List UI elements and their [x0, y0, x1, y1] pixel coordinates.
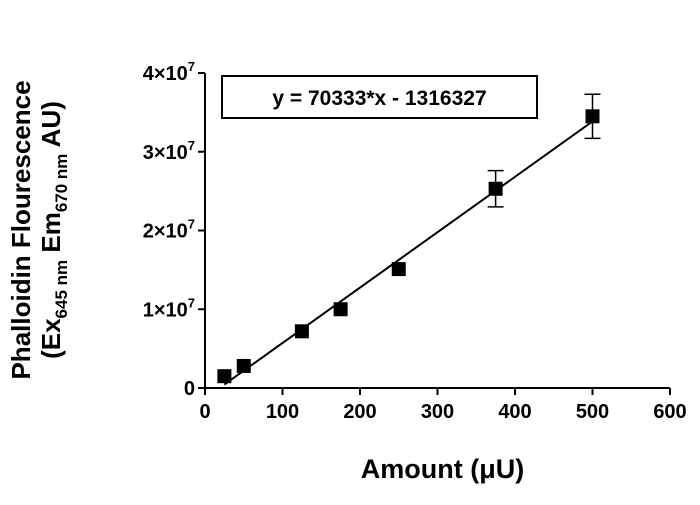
y-axis-label: Phalloidin Flourescence (Ex645 nm Em670 n…: [6, 80, 71, 379]
point: [585, 109, 600, 124]
point: [333, 302, 348, 317]
label-part: AU): [36, 101, 66, 153]
x-tick-label: 500: [576, 401, 609, 423]
y-axis-label-line1: Phalloidin Flourescence: [6, 80, 36, 379]
x-tick-label: 600: [653, 401, 686, 423]
y-tick-mantissa: 4×10: [143, 63, 188, 85]
y-tick-label: 3×107: [143, 138, 195, 164]
point: [236, 358, 251, 373]
y-tick-label: 1×107: [143, 295, 195, 321]
x-tick-label: 200: [343, 401, 376, 423]
x-tick-label: 400: [498, 401, 531, 423]
y-tick-label: 0: [184, 378, 195, 400]
y-tick-label: 4×107: [143, 59, 195, 85]
point: [217, 369, 232, 384]
y-tick-exponent: 7: [188, 295, 195, 310]
label-part: Em: [36, 212, 66, 260]
x-tick-label: 100: [266, 401, 299, 423]
y-tick-exponent: 7: [188, 59, 195, 74]
subscript: 670 nm: [52, 154, 71, 213]
trendline: [223, 120, 594, 386]
y-tick-label: 2×107: [143, 217, 195, 243]
annotation-box: [221, 75, 538, 119]
subscript: 645 nm: [52, 260, 71, 319]
x-axis-label: Amount (μU): [361, 454, 524, 484]
y-tick-mantissa: 1×10: [143, 299, 188, 321]
y-axis-label-line2: (Ex645 nm Em670 nm AU): [36, 101, 71, 359]
x-tick-label: 300: [421, 401, 454, 423]
y-tick-mantissa: 3×10: [143, 142, 188, 164]
x-tick-label: 0: [199, 401, 210, 423]
label-part: (Ex: [36, 318, 66, 359]
point: [391, 262, 406, 277]
point: [488, 181, 503, 196]
y-tick-exponent: 7: [188, 217, 195, 232]
annotation: y = 70333*x - 1316327: [272, 87, 486, 110]
y-tick-exponent: 7: [188, 138, 195, 153]
y-tick-mantissa: 2×10: [143, 221, 188, 243]
point: [294, 324, 309, 339]
